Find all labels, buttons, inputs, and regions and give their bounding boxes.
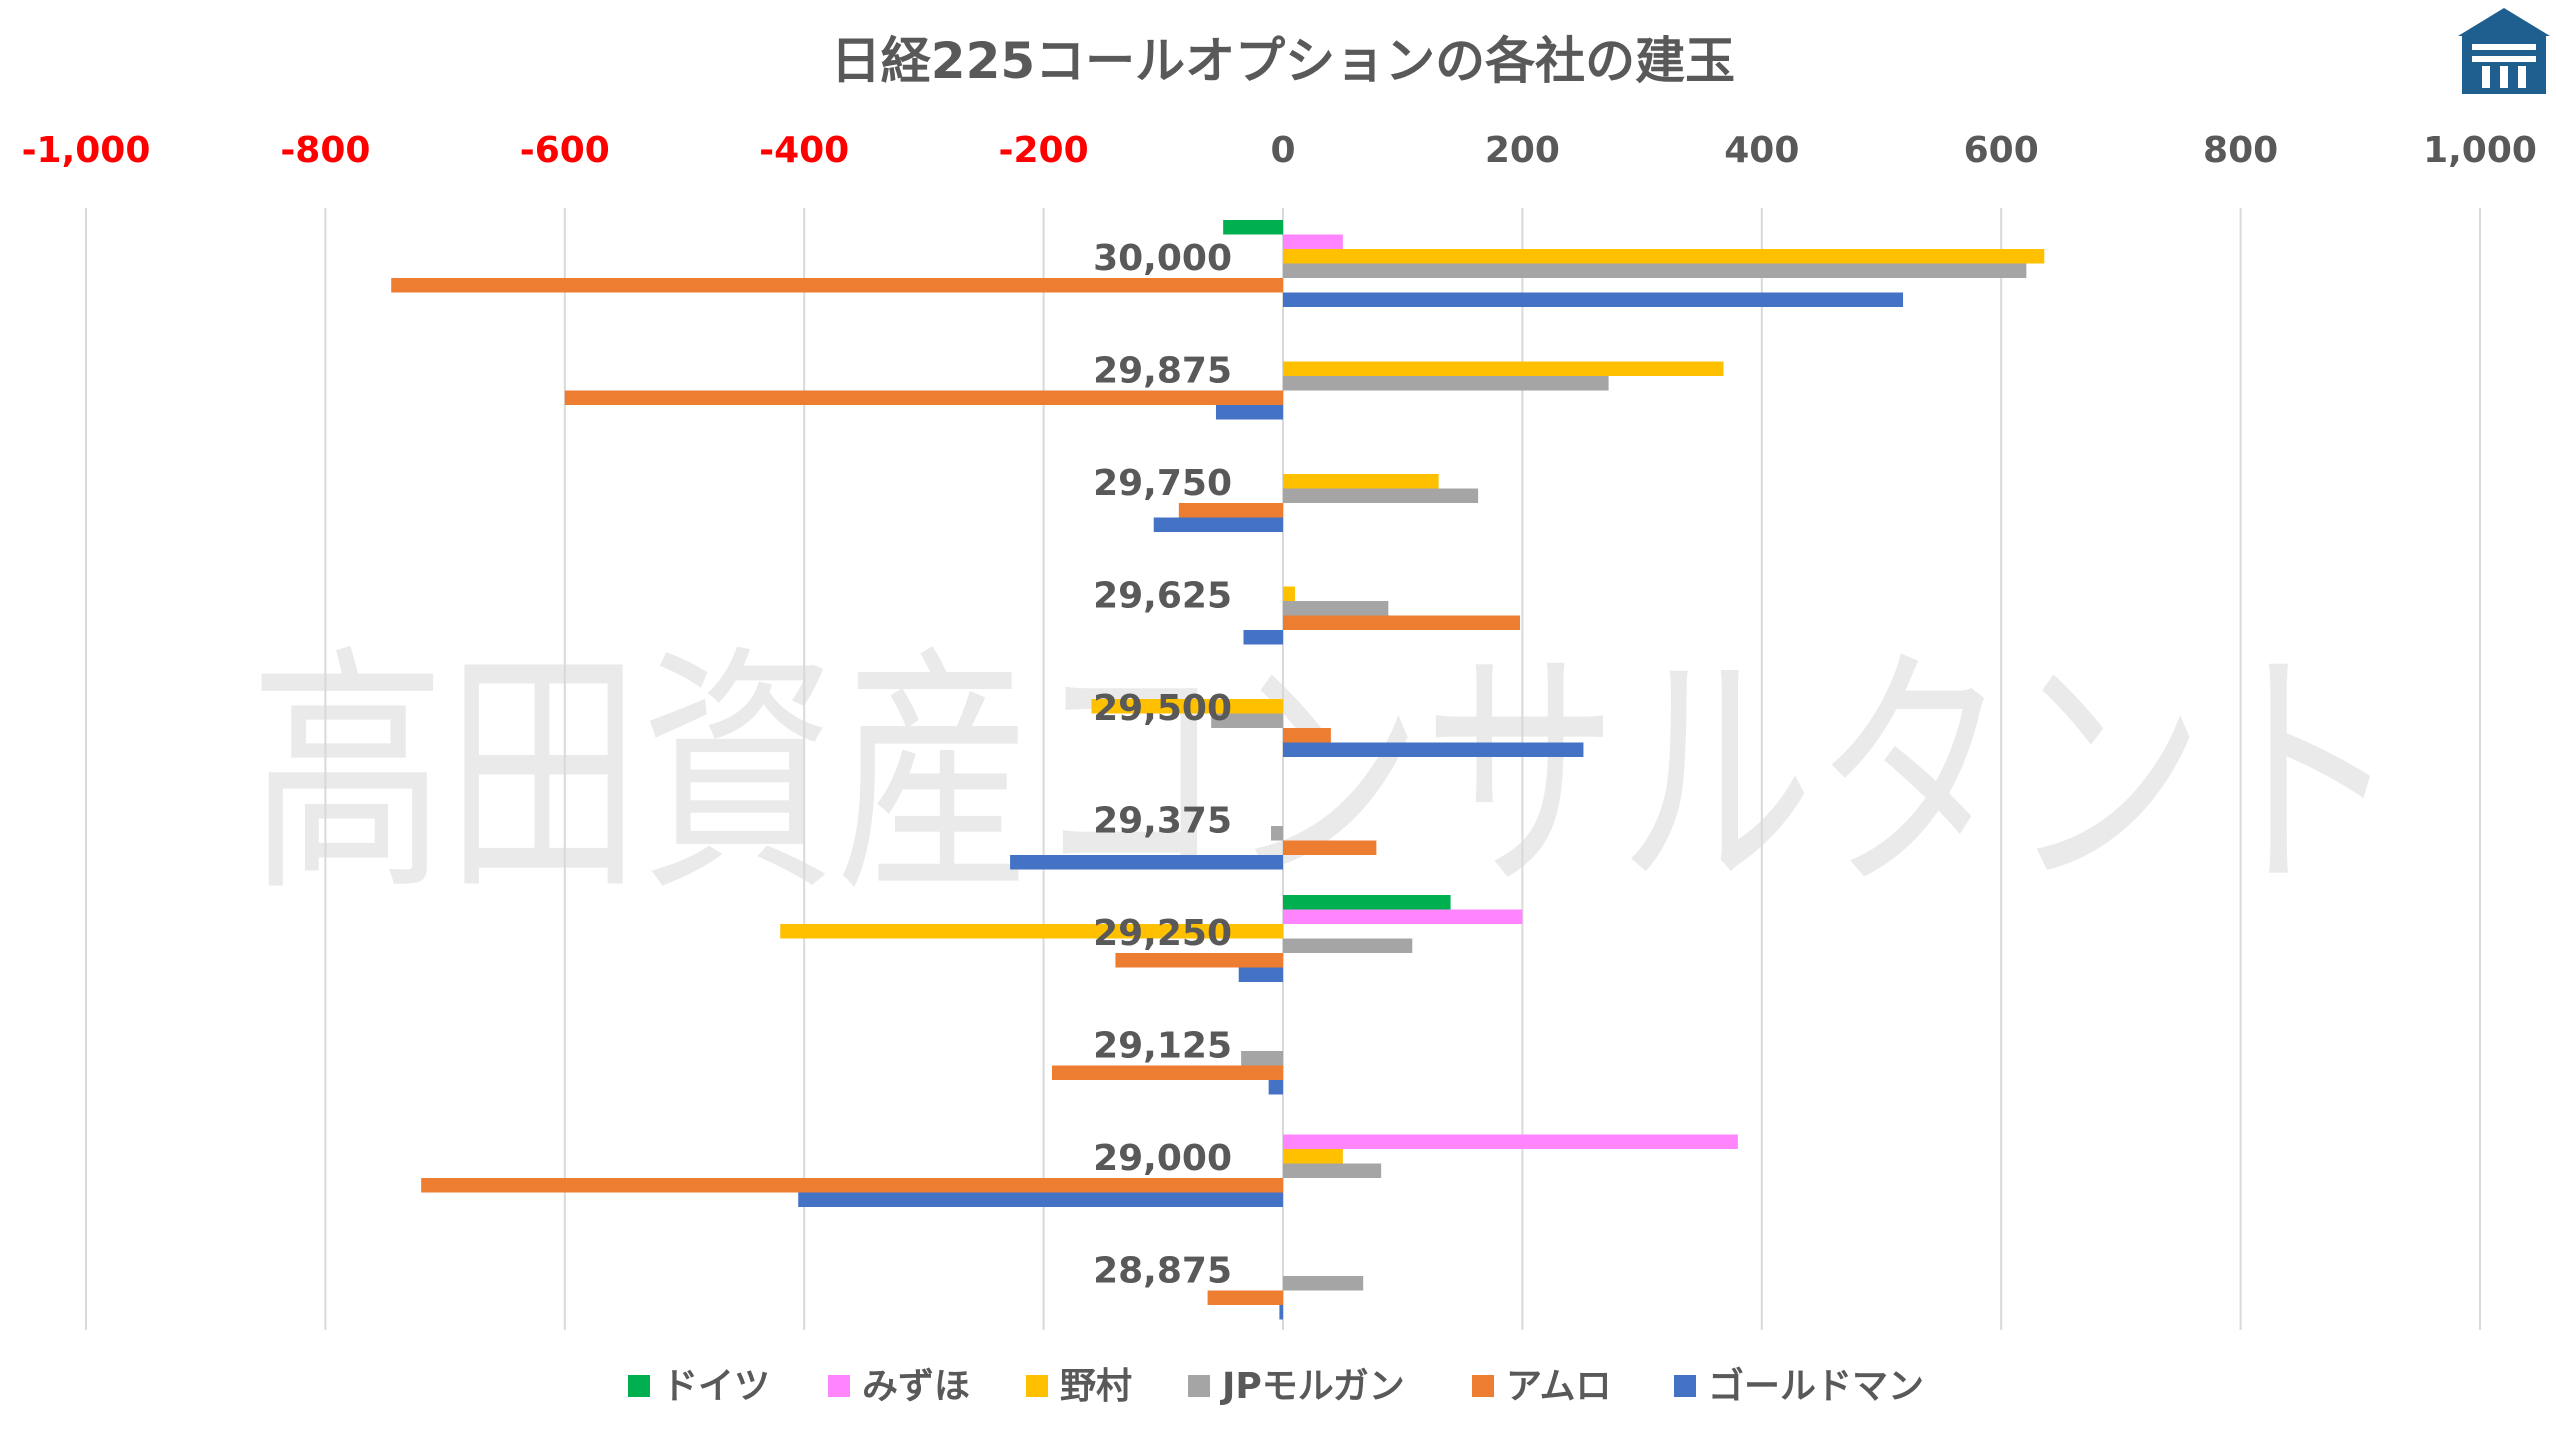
category-label: 29,500 — [1093, 688, 1232, 729]
bar — [1283, 615, 1521, 630]
legend-swatch — [628, 1375, 650, 1397]
bar — [1207, 1290, 1283, 1305]
bar — [1283, 488, 1479, 503]
bar — [1283, 292, 1904, 307]
legend-label: ドイツ — [662, 1366, 770, 1407]
x-tick-label: 400 — [1724, 130, 1799, 171]
legend-label: JPモルガン — [1219, 1366, 1405, 1407]
bars — [391, 220, 2045, 1320]
bar — [1283, 909, 1523, 924]
legend: ドイツ みずほ 野村 JPモルガン アムロ ゴールドマン — [628, 1365, 1924, 1407]
legend-label: みずほ — [862, 1366, 970, 1407]
bar — [1283, 249, 2045, 264]
category-label: 28,875 — [1093, 1251, 1232, 1292]
category-label: 29,250 — [1093, 913, 1232, 954]
bar — [1283, 1276, 1364, 1291]
bar — [1283, 361, 1724, 376]
category-label: 29,000 — [1093, 1138, 1232, 1179]
bar — [1241, 1051, 1283, 1066]
legend-swatch — [1026, 1375, 1048, 1397]
x-tick-label: -1,000 — [22, 130, 151, 171]
bar — [1283, 586, 1295, 601]
x-tick-label: -200 — [999, 130, 1089, 171]
bar — [1283, 1163, 1382, 1178]
bar — [1010, 855, 1283, 870]
bar — [798, 1192, 1283, 1207]
x-tick-label: -800 — [280, 130, 370, 171]
x-tick-label: 200 — [1485, 130, 1560, 171]
category-label: 29,750 — [1093, 463, 1232, 504]
bar — [1283, 263, 2027, 278]
category-label: 29,625 — [1093, 576, 1232, 617]
category-label: 30,000 — [1093, 238, 1232, 279]
legend-swatch — [828, 1375, 850, 1397]
legend-swatch — [1188, 1375, 1210, 1397]
bar — [391, 278, 1283, 293]
bar — [564, 390, 1283, 405]
bar — [1178, 503, 1283, 518]
bar — [1283, 1149, 1343, 1164]
bar — [1279, 1305, 1283, 1320]
legend-swatch — [1674, 1375, 1696, 1397]
bar — [1051, 1065, 1283, 1080]
x-tick-label: -400 — [759, 130, 849, 171]
x-tick-label: -600 — [520, 130, 610, 171]
x-tick-label: 0 — [1270, 130, 1295, 171]
bar — [1283, 938, 1413, 953]
bar — [1283, 376, 1609, 391]
bar — [1283, 728, 1331, 743]
x-tick-label: 600 — [1964, 130, 2039, 171]
bar — [1283, 601, 1389, 616]
bar — [1091, 699, 1283, 714]
category-label: 29,875 — [1093, 351, 1232, 392]
x-tick-labels: -1,000 -800 -600 -400 -200 0 200 400 600 800 1,000 — [22, 130, 2537, 171]
bar — [421, 1178, 1283, 1193]
bar — [1115, 953, 1283, 968]
bar — [1243, 630, 1283, 645]
bar — [1271, 826, 1283, 841]
bar — [1283, 840, 1377, 855]
legend-label: 野村 — [1060, 1366, 1132, 1407]
category-label: 29,125 — [1093, 1026, 1232, 1067]
bar — [1283, 1134, 1738, 1149]
bar — [1238, 967, 1283, 982]
bar — [1283, 895, 1451, 910]
bar — [1283, 742, 1584, 757]
brand-logo — [2458, 8, 2550, 94]
watermark: 高田資産コンサルタント — [250, 625, 2400, 927]
legend-label: ゴールドマン — [1708, 1365, 1924, 1407]
bar — [1153, 517, 1283, 532]
x-tick-label: 1,000 — [2423, 130, 2537, 171]
bar — [1283, 234, 1343, 249]
legend-label: アムロ — [1506, 1366, 1611, 1407]
category-label: 29,375 — [1093, 801, 1232, 842]
bar — [1268, 1080, 1283, 1095]
bar — [1211, 713, 1283, 728]
bar — [780, 924, 1283, 939]
bar — [1223, 220, 1283, 235]
bar — [1215, 405, 1283, 420]
legend-swatch — [1472, 1375, 1494, 1397]
bar — [1283, 474, 1439, 489]
category-labels: 30,000 29,875 29,750 29,625 29,500 29,375 29,2… — [1093, 238, 1232, 1292]
house-icon — [2458, 8, 2550, 94]
chart-title: 日経225コールオプションの各社の建玉 — [831, 32, 1735, 90]
x-tick-label: 800 — [2203, 130, 2278, 171]
